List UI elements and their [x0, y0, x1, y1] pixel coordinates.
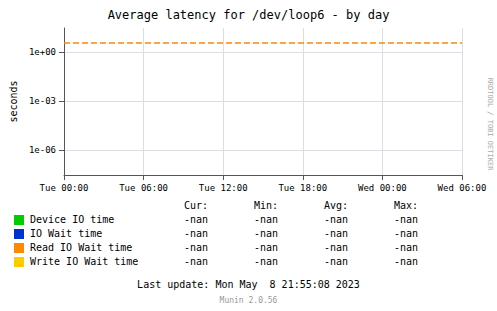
svg-text:Tue 06:00: Tue 06:00	[119, 183, 168, 193]
svg-text:Average latency for /dev/loop6: Average latency for /dev/loop6 - by day	[108, 8, 390, 22]
svg-text:-nan: -nan	[394, 256, 418, 267]
svg-text:Munin 2.0.56: Munin 2.0.56	[220, 296, 278, 305]
svg-text:-nan: -nan	[394, 228, 418, 239]
svg-text:-nan: -nan	[184, 228, 208, 239]
svg-text:-nan: -nan	[324, 228, 348, 239]
svg-text:Avg:: Avg:	[324, 200, 348, 211]
svg-text:IO Wait time: IO Wait time	[30, 228, 102, 239]
svg-text:Device IO time: Device IO time	[30, 214, 114, 225]
svg-text:-nan: -nan	[394, 242, 418, 253]
svg-text:Max:: Max:	[394, 200, 418, 211]
svg-text:Read IO Wait time: Read IO Wait time	[30, 242, 132, 253]
svg-text:-nan: -nan	[254, 256, 278, 267]
svg-text:RRDTOOL / TOBI OETIKER: RRDTOOL / TOBI OETIKER	[486, 78, 494, 172]
svg-text:Wed 00:00: Wed 00:00	[358, 183, 407, 193]
svg-text:Last update: Mon May 8 21:55:: Last update: Mon May 8 21:55:08 2023	[137, 279, 360, 290]
svg-text:1e-06: 1e-06	[29, 145, 56, 155]
svg-text:-nan: -nan	[324, 214, 348, 225]
svg-text:-nan: -nan	[254, 242, 278, 253]
svg-text:-nan: -nan	[184, 214, 208, 225]
svg-text:Tue 18:00: Tue 18:00	[278, 183, 327, 193]
svg-text:Tue 12:00: Tue 12:00	[199, 183, 248, 193]
svg-text:1e-03: 1e-03	[29, 96, 56, 106]
svg-text:-nan: -nan	[394, 214, 418, 225]
svg-text:Min:: Min:	[254, 200, 278, 211]
svg-text:Tue 00:00: Tue 00:00	[40, 183, 89, 193]
svg-text:-nan: -nan	[254, 228, 278, 239]
svg-text:1e+00: 1e+00	[29, 47, 56, 57]
svg-text:Wed 06:00: Wed 06:00	[438, 183, 487, 193]
svg-text:-nan: -nan	[184, 256, 208, 267]
svg-text:Cur:: Cur:	[184, 200, 208, 211]
svg-text:-nan: -nan	[324, 242, 348, 253]
svg-text:Write IO Wait time: Write IO Wait time	[30, 256, 138, 267]
svg-text:seconds: seconds	[8, 80, 19, 122]
svg-text:-nan: -nan	[324, 256, 348, 267]
svg-text:-nan: -nan	[184, 242, 208, 253]
svg-text:-nan: -nan	[254, 214, 278, 225]
